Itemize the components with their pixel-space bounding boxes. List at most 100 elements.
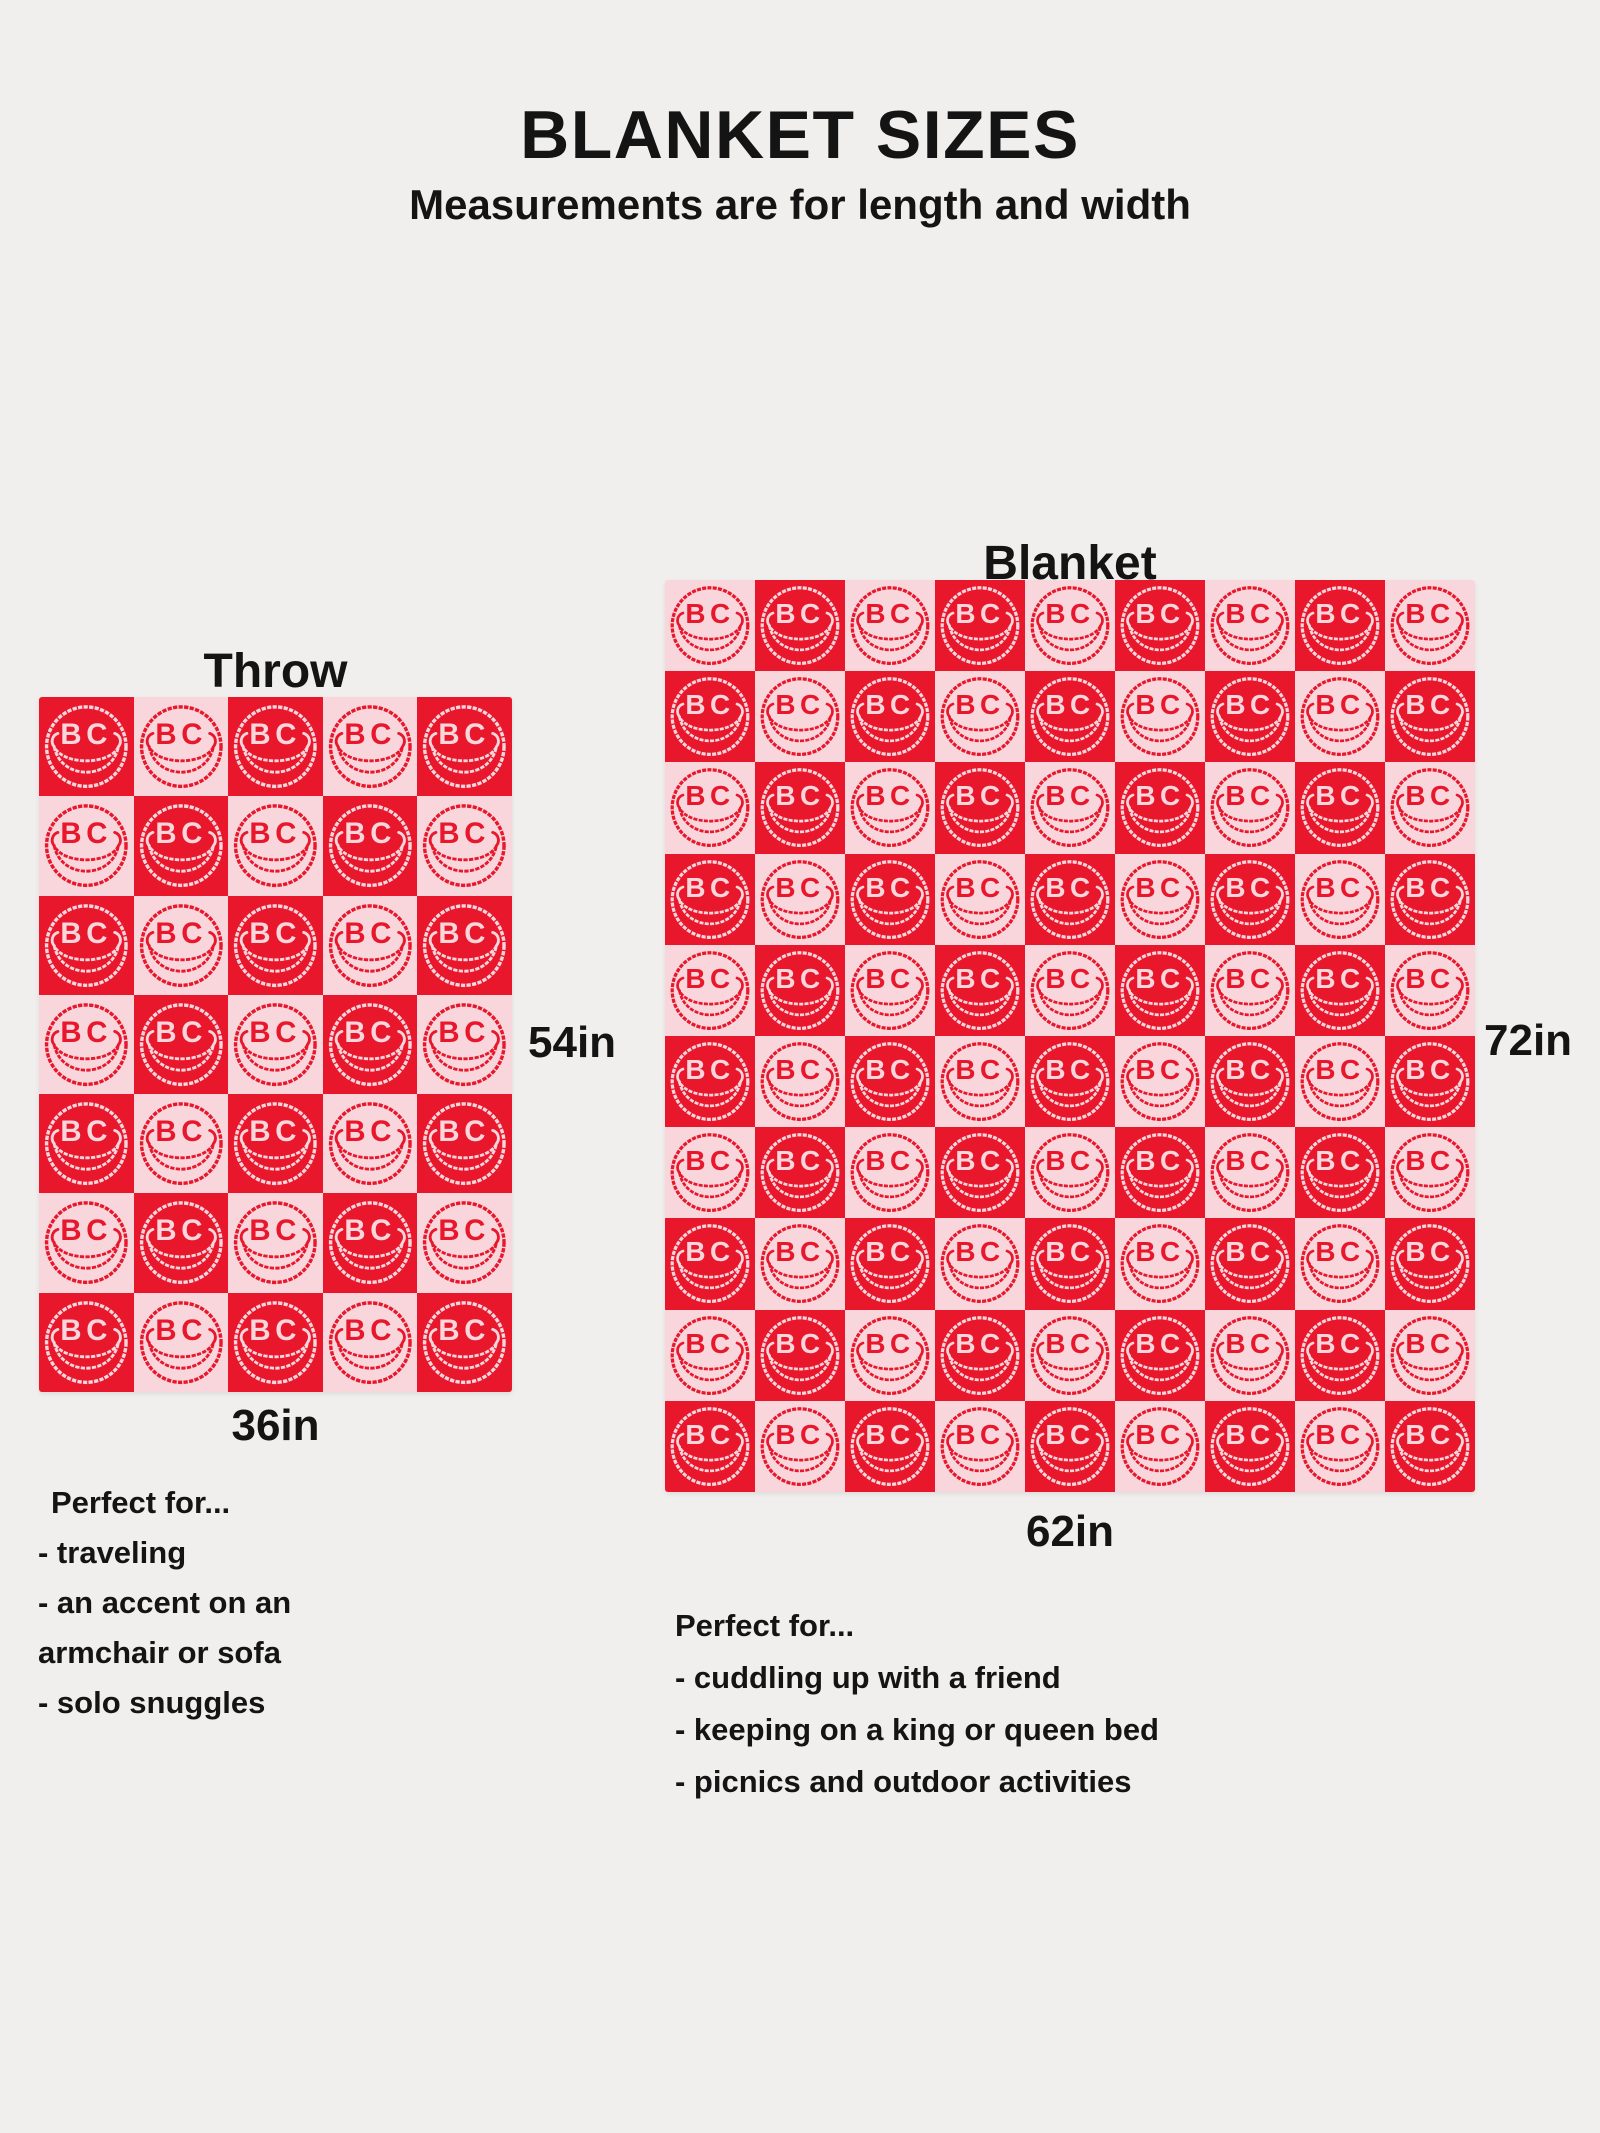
blanket-cell: [228, 697, 323, 797]
blanket-cell: [845, 944, 935, 1036]
bc-smiley-icon: [44, 705, 128, 789]
blanket-cell: [228, 1193, 323, 1293]
blanket-cell: [845, 762, 935, 854]
blanket-cell: [228, 895, 323, 995]
blanket-cell: [665, 580, 755, 672]
bc-smiley-icon: [1300, 1224, 1380, 1304]
blanket-cell: [133, 796, 229, 896]
bc-smiley-icon: [1300, 1133, 1380, 1213]
bc-smiley-icon: [940, 859, 1020, 939]
bc-smiley-icon: [1030, 586, 1110, 666]
bc-smiley-icon: [1390, 1315, 1470, 1395]
blanket-cell: [133, 1193, 229, 1293]
bc-smiley-icon: [44, 1300, 128, 1384]
bc-smiley-icon: [940, 1406, 1020, 1486]
bc-smiley-icon: [1210, 1133, 1290, 1213]
blanket-cell: [228, 796, 323, 896]
bc-smiley-icon: [1210, 768, 1290, 848]
bc-smiley-icon: [1300, 950, 1380, 1030]
blanket-cell: [1115, 1400, 1205, 1492]
bc-smiley-icon: [1210, 1315, 1290, 1395]
perfect-for-item: - an accent on an armchair or sofa: [38, 1585, 292, 1670]
blanket-cell: [417, 1193, 512, 1293]
blanket-cell: [845, 580, 935, 672]
bc-smiley-icon: [1300, 586, 1380, 666]
bc-smiley-icon: [1120, 586, 1200, 666]
bc-smiley-icon: [44, 903, 128, 987]
bc-smiley-icon: [328, 705, 412, 789]
blanket-cell: [1385, 580, 1475, 672]
bc-smiley-icon: [1390, 950, 1470, 1030]
bc-smiley-icon: [328, 1300, 412, 1384]
blanket-cell: [755, 1218, 845, 1310]
bc-smiley-icon: [760, 1042, 840, 1122]
blanket-blanket-image: [665, 580, 1475, 1492]
bc-smiley-icon: [1030, 768, 1110, 848]
blanket-cell: [228, 1292, 323, 1392]
blanket-title: Blanket: [983, 537, 1157, 590]
bc-smiley-icon: [1120, 677, 1200, 757]
bc-smiley-icon: [850, 1133, 930, 1213]
throw-title: Throw: [203, 645, 348, 698]
bc-smiley-icon: [328, 804, 412, 888]
bc-smiley-icon: [940, 1133, 1020, 1213]
blanket-cell: [1295, 853, 1385, 945]
bc-smiley-icon: [44, 804, 128, 888]
blanket-cell: [845, 671, 935, 763]
bc-smiley-icon: [1390, 768, 1470, 848]
blanket-cell: [417, 1292, 512, 1392]
bc-smiley-icon: [1210, 1406, 1290, 1486]
bc-smiley-icon: [234, 705, 317, 789]
blanket-cell: [1115, 1218, 1205, 1310]
blanket-cell: [39, 697, 134, 797]
blanket-cell: [1295, 762, 1385, 854]
bc-smiley-icon: [940, 1042, 1020, 1122]
bc-smiley-icon: [940, 677, 1020, 757]
blanket-cell: [1205, 762, 1295, 854]
blanket-cell: [1295, 580, 1385, 672]
perfect-for-item: - traveling: [38, 1535, 187, 1570]
bc-smiley-icon: [139, 1102, 223, 1186]
blanket-cell: [1115, 671, 1205, 763]
blanket-cell: [1295, 1400, 1385, 1492]
bc-smiley-icon: [1210, 859, 1290, 939]
bc-smiley-icon: [44, 1201, 128, 1285]
blanket-cell: [1115, 762, 1205, 854]
bc-smiley-icon: [1120, 1133, 1200, 1213]
blanket-cell: [1025, 853, 1115, 945]
bc-smiley-icon: [760, 1133, 840, 1213]
blanket-cell: [1295, 1218, 1385, 1310]
bc-smiley-icon: [1390, 1406, 1470, 1486]
bc-smiley-icon: [328, 903, 412, 987]
throw-perfect-for-list: Perfect for... - traveling - an accent o…: [38, 1478, 383, 1728]
bc-smiley-icon: [760, 768, 840, 848]
bc-smiley-icon: [850, 1224, 930, 1304]
bc-smiley-icon: [940, 950, 1020, 1030]
bc-smiley-icon: [1030, 1042, 1110, 1122]
blanket-cell: [935, 1127, 1025, 1219]
blanket-cell: [755, 762, 845, 854]
blanket-cell: [1385, 944, 1475, 1036]
bc-smiley-icon: [1120, 859, 1200, 939]
bc-smiley-icon: [44, 1003, 128, 1086]
bc-smiley-icon: [940, 1315, 1020, 1395]
blanket-cell: [755, 1309, 845, 1401]
blanket-cell: [665, 853, 755, 945]
bc-smiley-icon: [44, 1102, 128, 1186]
blanket-cell: [845, 1035, 935, 1128]
bc-smiley-icon: [234, 1102, 317, 1186]
bc-smiley-icon: [1390, 1133, 1470, 1213]
bc-smiley-icon: [850, 1042, 930, 1122]
blanket-cell: [1115, 853, 1205, 945]
bc-smiley-icon: [234, 804, 317, 888]
blanket-cell: [665, 1218, 755, 1310]
blanket-cell: [935, 1400, 1025, 1492]
bc-smiley-icon: [850, 950, 930, 1030]
blanket-cell: [133, 697, 229, 797]
blanket-cell: [1205, 1218, 1295, 1310]
bc-smiley-icon: [850, 859, 930, 939]
bc-smiley-icon: [1030, 859, 1110, 939]
bc-smiley-icon: [1390, 1042, 1470, 1122]
bc-smiley-icon: [328, 1102, 412, 1186]
